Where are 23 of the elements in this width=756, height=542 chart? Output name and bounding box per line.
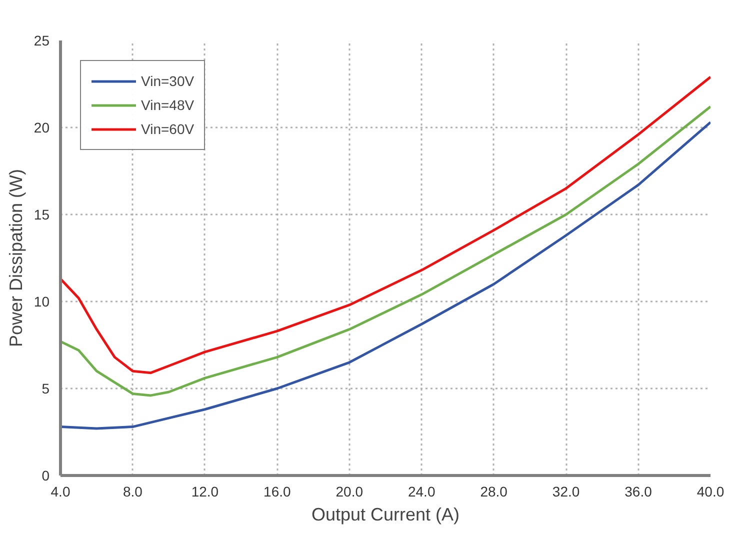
x-tick-label: 32.0	[552, 484, 580, 500]
x-tick-label: 12.0	[191, 484, 219, 500]
x-tick-label: 20.0	[336, 484, 364, 500]
legend-label: Vin=30V	[141, 73, 194, 89]
x-tick-label: 40.0	[696, 484, 724, 500]
x-tick-label: 24.0	[408, 484, 436, 500]
x-tick-label: 16.0	[264, 484, 292, 500]
x-tick-label: 8.0	[122, 484, 143, 500]
y-tick-label: 25	[34, 32, 50, 48]
x-tick-label: 28.0	[480, 484, 508, 500]
line-series	[60, 76, 710, 374]
legend-label: Vin=60V	[141, 121, 194, 137]
x-axis-title: Output Current (A)	[311, 504, 460, 524]
y-axis-title: Power Dissipation (W)	[6, 168, 26, 348]
legend-label: Vin=48V	[141, 97, 194, 113]
x-tick-label: 4.0	[50, 484, 70, 500]
line-series	[60, 121, 710, 430]
y-tick-label: 20	[34, 120, 50, 136]
y-tick-label: 0	[42, 468, 50, 484]
y-tick-label: 5	[42, 380, 50, 396]
y-tick-label: 15	[34, 206, 50, 222]
x-tick-label: 36.0	[624, 484, 652, 500]
y-tick-label: 10	[34, 294, 50, 310]
